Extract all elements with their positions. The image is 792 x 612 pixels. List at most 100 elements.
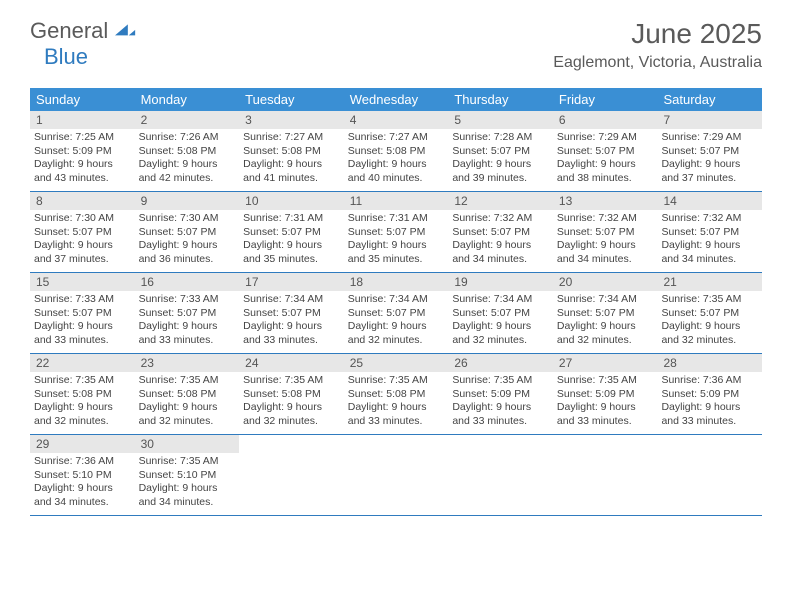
day-cell: 17Sunrise: 7:34 AMSunset: 5:07 PMDayligh… — [239, 273, 344, 353]
day-number: 2 — [135, 111, 240, 129]
day-number: 12 — [448, 192, 553, 210]
day-number: 30 — [135, 435, 240, 453]
day-number: 6 — [553, 111, 658, 129]
day-cell: 7Sunrise: 7:29 AMSunset: 5:07 PMDaylight… — [657, 111, 762, 191]
day-cell: 12Sunrise: 7:32 AMSunset: 5:07 PMDayligh… — [448, 192, 553, 272]
day-number: 25 — [344, 354, 449, 372]
week-row: 15Sunrise: 7:33 AMSunset: 5:07 PMDayligh… — [30, 273, 762, 354]
day-details: Sunrise: 7:26 AMSunset: 5:08 PMDaylight:… — [135, 129, 240, 190]
day-cell: 6Sunrise: 7:29 AMSunset: 5:07 PMDaylight… — [553, 111, 658, 191]
logo-triangle-icon — [115, 20, 137, 38]
day-number: 21 — [657, 273, 762, 291]
month-title: June 2025 — [553, 18, 762, 50]
day-cell: 29Sunrise: 7:36 AMSunset: 5:10 PMDayligh… — [30, 435, 135, 515]
day-cell: 10Sunrise: 7:31 AMSunset: 5:07 PMDayligh… — [239, 192, 344, 272]
day-cell — [553, 435, 658, 515]
header: General Blue June 2025 Eaglemont, Victor… — [0, 0, 792, 80]
day-cell: 2Sunrise: 7:26 AMSunset: 5:08 PMDaylight… — [135, 111, 240, 191]
day-details: Sunrise: 7:32 AMSunset: 5:07 PMDaylight:… — [657, 210, 762, 271]
day-number: 17 — [239, 273, 344, 291]
logo: General Blue — [30, 18, 137, 70]
day-number: 8 — [30, 192, 135, 210]
day-cell: 21Sunrise: 7:35 AMSunset: 5:07 PMDayligh… — [657, 273, 762, 353]
day-number: 24 — [239, 354, 344, 372]
day-details: Sunrise: 7:29 AMSunset: 5:07 PMDaylight:… — [553, 129, 658, 190]
day-details: Sunrise: 7:35 AMSunset: 5:09 PMDaylight:… — [553, 372, 658, 433]
week-row: 29Sunrise: 7:36 AMSunset: 5:10 PMDayligh… — [30, 435, 762, 516]
day-number: 19 — [448, 273, 553, 291]
day-details: Sunrise: 7:27 AMSunset: 5:08 PMDaylight:… — [344, 129, 449, 190]
day-details: Sunrise: 7:32 AMSunset: 5:07 PMDaylight:… — [553, 210, 658, 271]
day-number: 15 — [30, 273, 135, 291]
day-cell: 28Sunrise: 7:36 AMSunset: 5:09 PMDayligh… — [657, 354, 762, 434]
logo-word-blue: Blue — [44, 44, 137, 70]
day-details: Sunrise: 7:35 AMSunset: 5:07 PMDaylight:… — [657, 291, 762, 352]
day-header-row: SundayMondayTuesdayWednesdayThursdayFrid… — [30, 88, 762, 111]
day-details: Sunrise: 7:31 AMSunset: 5:07 PMDaylight:… — [344, 210, 449, 271]
day-cell — [239, 435, 344, 515]
day-cell: 25Sunrise: 7:35 AMSunset: 5:08 PMDayligh… — [344, 354, 449, 434]
day-number: 22 — [30, 354, 135, 372]
day-cell: 16Sunrise: 7:33 AMSunset: 5:07 PMDayligh… — [135, 273, 240, 353]
day-cell: 4Sunrise: 7:27 AMSunset: 5:08 PMDaylight… — [344, 111, 449, 191]
day-cell: 22Sunrise: 7:35 AMSunset: 5:08 PMDayligh… — [30, 354, 135, 434]
day-details: Sunrise: 7:28 AMSunset: 5:07 PMDaylight:… — [448, 129, 553, 190]
day-cell: 30Sunrise: 7:35 AMSunset: 5:10 PMDayligh… — [135, 435, 240, 515]
day-details: Sunrise: 7:34 AMSunset: 5:07 PMDaylight:… — [448, 291, 553, 352]
day-cell: 9Sunrise: 7:30 AMSunset: 5:07 PMDaylight… — [135, 192, 240, 272]
day-details: Sunrise: 7:30 AMSunset: 5:07 PMDaylight:… — [135, 210, 240, 271]
week-row: 22 Sunrise: 7:35 AMSunset: 5:08 PMDayligh… — [30, 354, 762, 435]
week-row: 1Sunrise: 7:25 AMSunset: 5:09 PMDaylight… — [30, 111, 762, 192]
day-details: Sunrise: 7:34 AMSunset: 5:07 PMDaylight:… — [553, 291, 658, 352]
weeks-container: 1Sunrise: 7:25 AMSunset: 5:09 PMDaylight… — [30, 111, 762, 516]
day-cell: 23Sunrise: 7:35 AMSunset: 5:08 PMDayligh… — [135, 354, 240, 434]
logo-text-block: General Blue — [30, 18, 137, 70]
day-number: 7 — [657, 111, 762, 129]
day-header: Friday — [553, 88, 658, 111]
day-number: 3 — [239, 111, 344, 129]
day-details: Sunrise: 7:32 AMSunset: 5:07 PMDaylight:… — [448, 210, 553, 271]
week-row: 8Sunrise: 7:30 AMSunset: 5:07 PMDaylight… — [30, 192, 762, 273]
logo-word-general: General — [30, 18, 108, 43]
title-block: June 2025 Eaglemont, Victoria, Australia — [553, 18, 762, 72]
day-details: Sunrise: 7:35 AMSunset: 5:09 PMDaylight:… — [448, 372, 553, 433]
day-header: Wednesday — [344, 88, 449, 111]
day-details: Sunrise: 7:25 AMSunset: 5:09 PMDaylight:… — [30, 129, 135, 190]
day-details: Sunrise: 7:35 AMSunset: 5:08 PMDaylight:… — [344, 372, 449, 433]
day-details: Sunrise: 7:29 AMSunset: 5:07 PMDaylight:… — [657, 129, 762, 190]
day-cell: 1Sunrise: 7:25 AMSunset: 5:09 PMDaylight… — [30, 111, 135, 191]
day-number: 9 — [135, 192, 240, 210]
day-cell: 11Sunrise: 7:31 AMSunset: 5:07 PMDayligh… — [344, 192, 449, 272]
day-cell: 19Sunrise: 7:34 AMSunset: 5:07 PMDayligh… — [448, 273, 553, 353]
day-details: Sunrise: 7:31 AMSunset: 5:07 PMDaylight:… — [239, 210, 344, 271]
day-details: Sunrise: 7:35 AMSunset: 5:08 PMDaylight:… — [239, 372, 344, 433]
day-details: Sunrise: 7:36 AMSunset: 5:10 PMDaylight:… — [30, 453, 135, 514]
day-details: Sunrise: 7:34 AMSunset: 5:07 PMDaylight:… — [344, 291, 449, 352]
day-details: Sunrise: 7:34 AMSunset: 5:07 PMDaylight:… — [239, 291, 344, 352]
day-number: 29 — [30, 435, 135, 453]
day-cell: 15Sunrise: 7:33 AMSunset: 5:07 PMDayligh… — [30, 273, 135, 353]
day-cell: 20Sunrise: 7:34 AMSunset: 5:07 PMDayligh… — [553, 273, 658, 353]
calendar: SundayMondayTuesdayWednesdayThursdayFrid… — [30, 88, 762, 516]
day-number: 16 — [135, 273, 240, 291]
day-details: Sunrise: 7:33 AMSunset: 5:07 PMDaylight:… — [135, 291, 240, 352]
day-cell: 18Sunrise: 7:34 AMSunset: 5:07 PMDayligh… — [344, 273, 449, 353]
day-number: 10 — [239, 192, 344, 210]
day-number: 1 — [30, 111, 135, 129]
day-number: 20 — [553, 273, 658, 291]
day-header: Monday — [135, 88, 240, 111]
day-cell: 13Sunrise: 7:32 AMSunset: 5:07 PMDayligh… — [553, 192, 658, 272]
day-number: 23 — [135, 354, 240, 372]
day-details: Sunrise: 7:33 AMSunset: 5:07 PMDaylight:… — [30, 291, 135, 352]
day-cell: 26Sunrise: 7:35 AMSunset: 5:09 PMDayligh… — [448, 354, 553, 434]
day-cell: 14Sunrise: 7:32 AMSunset: 5:07 PMDayligh… — [657, 192, 762, 272]
day-number: 18 — [344, 273, 449, 291]
day-details: Sunrise: 7:36 AMSunset: 5:09 PMDaylight:… — [657, 372, 762, 433]
day-number: 28 — [657, 354, 762, 372]
day-cell: 3Sunrise: 7:27 AMSunset: 5:08 PMDaylight… — [239, 111, 344, 191]
day-details: Sunrise: 7:35 AMSunset: 5:10 PMDaylight:… — [135, 453, 240, 514]
day-number: 5 — [448, 111, 553, 129]
day-number: 11 — [344, 192, 449, 210]
day-cell: 8Sunrise: 7:30 AMSunset: 5:07 PMDaylight… — [30, 192, 135, 272]
day-number: 4 — [344, 111, 449, 129]
